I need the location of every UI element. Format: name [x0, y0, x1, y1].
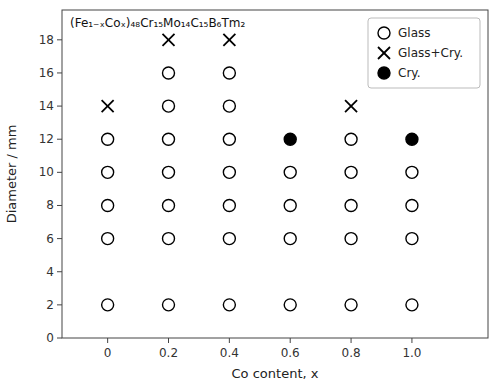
legend-symbol — [378, 47, 390, 59]
y-tick-label: 18 — [39, 33, 54, 47]
y-tick — [57, 304, 62, 305]
y-tick — [57, 39, 62, 40]
y-tick — [57, 172, 62, 173]
series — [102, 67, 418, 311]
x-axis-label: Co content, x — [232, 366, 319, 381]
legend-symbol — [378, 27, 390, 39]
point — [345, 100, 357, 112]
axes: 0 0.2 0.4 0.6 0.8 1.0 0 2 4 6 8 10 12 14 16 18 — [39, 33, 422, 360]
x-tick — [168, 338, 169, 343]
point — [223, 67, 235, 79]
point — [223, 34, 235, 46]
point — [102, 233, 114, 245]
y-tick — [57, 205, 62, 206]
annotation: (Fe₁₋ₓCoₓ)₄₈Cr₁₅Mo₁₄C₁₅B₆Tm₂ — [70, 16, 245, 30]
point — [163, 67, 175, 79]
y-tick-label: 2 — [46, 298, 54, 312]
x-stroke — [223, 34, 235, 46]
point — [163, 133, 175, 145]
x-stroke — [345, 100, 357, 112]
y-tick-label: 10 — [39, 165, 54, 179]
point — [102, 299, 114, 311]
x-tick — [229, 338, 230, 343]
point — [284, 199, 296, 211]
point — [284, 299, 296, 311]
y-tick — [57, 271, 62, 272]
point — [284, 233, 296, 245]
y-tick-label: 12 — [39, 132, 54, 146]
y-tick-label: 4 — [46, 265, 54, 279]
x-tick-label: 0.6 — [281, 346, 300, 360]
point — [345, 299, 357, 311]
series — [284, 133, 418, 145]
y-tick-label: 14 — [39, 99, 54, 113]
point — [163, 166, 175, 178]
point — [406, 199, 418, 211]
x-stroke — [163, 34, 175, 46]
y-tick-label: 0 — [46, 331, 54, 345]
point — [163, 34, 175, 46]
point — [102, 166, 114, 178]
x-tick — [351, 338, 352, 343]
legend-label: Glass+Cry. — [398, 46, 463, 60]
point — [406, 133, 418, 145]
point — [345, 166, 357, 178]
x-tick-label: 0.2 — [159, 346, 178, 360]
x-stroke — [102, 100, 114, 112]
point — [223, 233, 235, 245]
y-tick-label: 8 — [46, 198, 54, 212]
y-axis-label: Diameter / mm — [4, 125, 19, 224]
point — [163, 199, 175, 211]
x-tick — [107, 338, 108, 343]
x-stroke — [345, 100, 357, 112]
legend-label: Glass — [398, 26, 431, 40]
point — [223, 199, 235, 211]
point — [163, 299, 175, 311]
y-tick — [57, 72, 62, 73]
plot-frame — [62, 10, 488, 338]
y-tick-label: 6 — [46, 232, 54, 246]
point — [223, 133, 235, 145]
point — [345, 199, 357, 211]
point — [223, 166, 235, 178]
x-stroke — [163, 34, 175, 46]
point — [345, 133, 357, 145]
x-tick-label: 1.0 — [402, 346, 421, 360]
y-tick-label: 16 — [39, 66, 54, 80]
x-stroke — [378, 47, 390, 59]
point — [284, 166, 296, 178]
point — [102, 199, 114, 211]
y-tick — [57, 238, 62, 239]
legend: Glass Glass+Cry. Cry. — [368, 18, 480, 88]
x-tick — [290, 338, 291, 343]
point — [406, 166, 418, 178]
y-tick — [57, 338, 62, 339]
point — [406, 299, 418, 311]
point — [102, 133, 114, 145]
point — [163, 233, 175, 245]
x-tick-label: 0.4 — [220, 346, 239, 360]
point — [223, 299, 235, 311]
point — [406, 233, 418, 245]
point — [284, 133, 296, 145]
x-stroke — [378, 47, 390, 59]
point — [345, 233, 357, 245]
x-tick-label: 0 — [104, 346, 112, 360]
x-stroke — [223, 34, 235, 46]
point — [163, 100, 175, 112]
point — [223, 100, 235, 112]
chart: 0 0.2 0.4 0.6 0.8 1.0 0 2 4 6 8 10 12 14 16 18 Co conten… — [0, 0, 500, 388]
legend-label: Cry. — [398, 66, 421, 80]
y-tick — [57, 106, 62, 107]
legend-box — [368, 18, 480, 88]
x-tick — [411, 338, 412, 343]
series — [102, 34, 357, 112]
x-tick-label: 0.8 — [342, 346, 361, 360]
legend-symbol — [378, 67, 390, 79]
y-tick — [57, 139, 62, 140]
point — [102, 100, 114, 112]
x-stroke — [102, 100, 114, 112]
